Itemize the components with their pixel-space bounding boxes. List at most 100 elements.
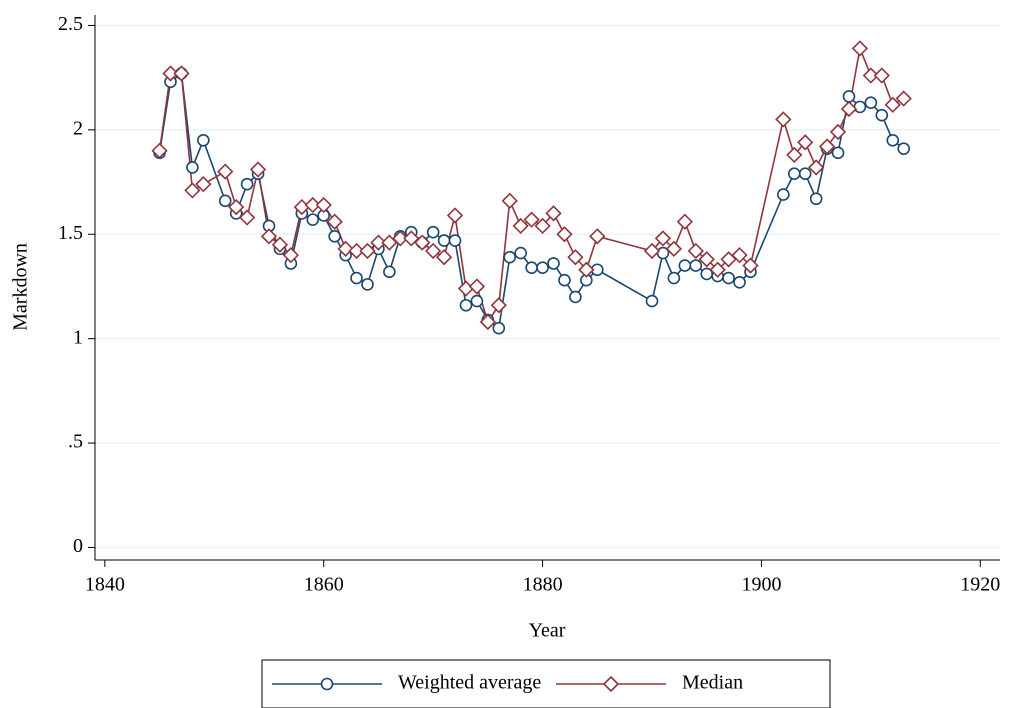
marker <box>195 176 212 193</box>
marker <box>370 234 387 251</box>
marker <box>809 192 823 206</box>
marker <box>348 242 365 260</box>
marker <box>523 211 540 228</box>
marker <box>798 167 812 180</box>
marker <box>350 271 363 285</box>
marker <box>534 217 551 235</box>
legend-marker <box>320 677 334 691</box>
marker <box>787 167 801 180</box>
marker <box>569 290 582 304</box>
marker <box>884 96 901 113</box>
legend-marker <box>602 675 620 693</box>
marker <box>862 67 880 84</box>
marker <box>470 294 484 308</box>
marker <box>425 242 442 260</box>
marker <box>886 133 900 147</box>
marker <box>589 228 606 245</box>
marker <box>304 196 321 214</box>
marker <box>306 213 320 226</box>
marker <box>667 271 681 285</box>
marker <box>678 259 692 272</box>
marker <box>698 251 715 268</box>
legend-label: Median <box>682 672 743 694</box>
marker <box>492 321 506 335</box>
marker <box>479 313 496 331</box>
y-tick-label: 2 <box>73 117 83 139</box>
marker <box>426 225 440 239</box>
marker <box>578 261 595 278</box>
marker <box>864 96 878 110</box>
legend: Weighted average Median <box>261 659 831 708</box>
marker <box>709 261 726 278</box>
marker <box>217 163 234 180</box>
marker <box>503 250 517 264</box>
x-tick-label: 1880 <box>523 574 563 596</box>
marker <box>337 240 354 258</box>
marker <box>895 90 912 107</box>
y-tick-label: 1 <box>73 326 83 348</box>
marker <box>359 242 376 260</box>
marker <box>184 182 201 199</box>
marker <box>875 108 889 122</box>
marker <box>831 146 845 160</box>
marker <box>829 123 847 141</box>
marker <box>151 142 168 159</box>
marker <box>545 205 562 222</box>
y-tick-label: .5 <box>68 431 83 453</box>
marker <box>731 247 748 264</box>
marker <box>840 100 858 118</box>
marker <box>512 217 529 235</box>
marker <box>173 65 190 82</box>
marker <box>689 259 703 272</box>
marker <box>326 213 343 230</box>
marker <box>218 194 232 208</box>
marker <box>468 278 486 295</box>
marker <box>687 242 704 260</box>
marker <box>536 261 549 274</box>
marker <box>818 138 836 155</box>
marker <box>722 271 735 285</box>
legend-label: Weighted average <box>398 672 541 694</box>
x-tick-label: 1840 <box>85 574 125 596</box>
marker <box>797 134 814 151</box>
marker <box>228 198 245 216</box>
marker <box>645 294 659 308</box>
marker <box>446 207 464 224</box>
marker <box>383 265 396 279</box>
marker <box>186 161 199 174</box>
series-line <box>158 71 905 330</box>
marker <box>808 159 825 176</box>
marker <box>676 213 693 230</box>
marker <box>556 226 573 243</box>
marker <box>437 234 451 247</box>
marker <box>567 249 584 266</box>
marker <box>558 273 571 287</box>
marker <box>777 188 790 201</box>
marker <box>547 257 560 270</box>
marker <box>490 297 507 314</box>
marker <box>742 257 759 274</box>
marker <box>240 177 254 191</box>
marker <box>775 111 792 128</box>
marker <box>435 249 453 266</box>
marker <box>260 228 278 245</box>
marker <box>873 67 890 84</box>
marker <box>162 65 179 82</box>
x-tick-label: 1860 <box>304 574 344 596</box>
series-line <box>158 45 905 324</box>
x-tick-label: 1920 <box>960 574 1000 596</box>
marker <box>897 142 911 155</box>
x-tick-label: 1900 <box>741 574 781 596</box>
marker <box>733 275 746 289</box>
marker <box>414 234 431 251</box>
marker <box>315 196 332 214</box>
marker <box>842 90 856 103</box>
y-tick-label: 2.5 <box>58 13 83 35</box>
y-axis-title: Markdown <box>10 243 32 331</box>
y-tick-label: 1.5 <box>58 222 83 244</box>
marker <box>197 133 210 147</box>
marker <box>392 230 409 247</box>
marker <box>851 40 869 57</box>
marker <box>501 192 518 209</box>
